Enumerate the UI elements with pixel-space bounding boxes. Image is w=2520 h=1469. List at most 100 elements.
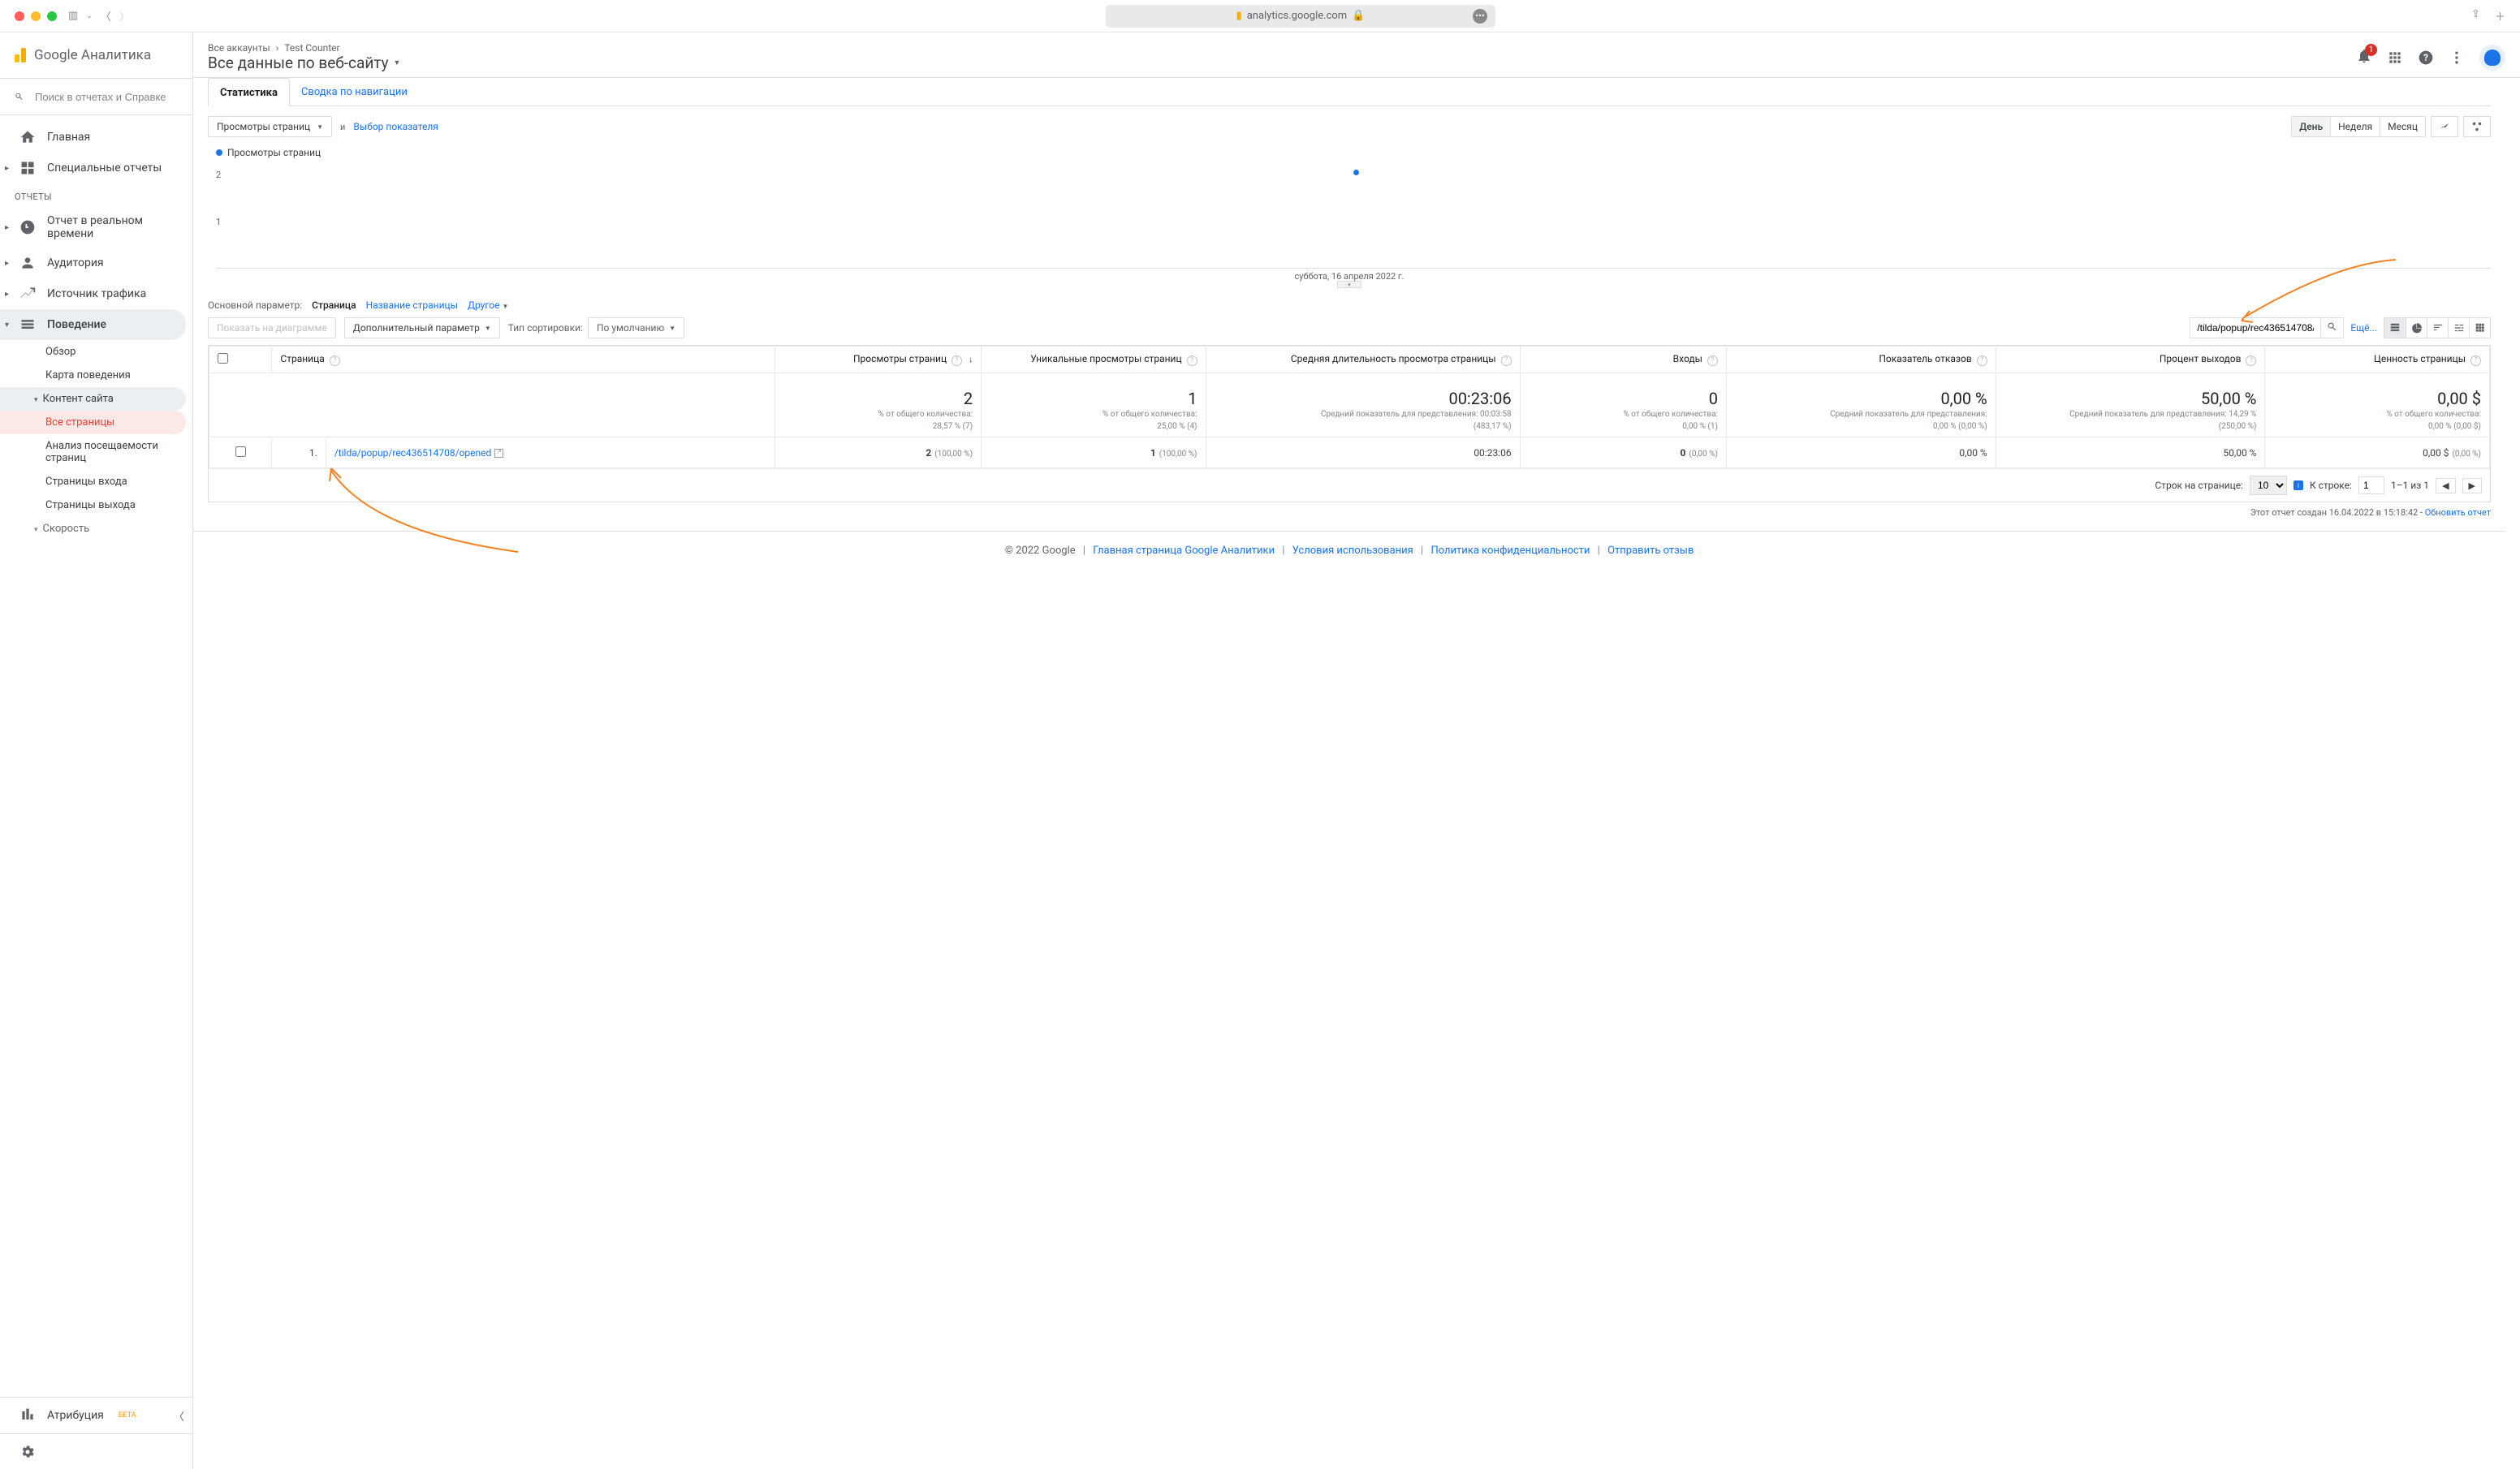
view-selector[interactable]: Все данные по веб-сайту ▼ bbox=[208, 54, 400, 72]
help-icon[interactable]: ? bbox=[1977, 355, 1987, 366]
th-unique-pageviews[interactable]: Уникальные просмотры страниц bbox=[1030, 353, 1181, 364]
browser-chrome: ▥ ⌄ 〈 〉 ▮ analytics.google.com 🔒 ••• ⇪ ＋ bbox=[0, 0, 2520, 32]
goto-row-input[interactable] bbox=[2358, 476, 2384, 494]
footer-home-link[interactable]: Главная страница Google Аналитики bbox=[1093, 545, 1275, 557]
caret-down-icon: ▼ bbox=[669, 325, 675, 332]
sidebar-item-audience[interactable]: ▸ Аудитория bbox=[0, 248, 192, 278]
period-week-button[interactable]: Неделя bbox=[2330, 117, 2380, 136]
sidebar-item-customization[interactable]: ▸ Специальные отчеты bbox=[0, 153, 192, 183]
dimension-page-title[interactable]: Название страницы bbox=[366, 299, 458, 311]
y-tick: 2 bbox=[216, 170, 221, 180]
sidebar-toggle-icon[interactable]: ▥ bbox=[68, 10, 78, 22]
new-tab-icon[interactable]: ＋ bbox=[2495, 8, 2505, 24]
sidebar-item-behavior[interactable]: ▾ Поведение bbox=[0, 309, 186, 340]
search-icon[interactable] bbox=[15, 88, 24, 105]
account-avatar[interactable] bbox=[2479, 45, 2505, 71]
help-icon[interactable]: ? bbox=[2418, 50, 2434, 66]
footer-feedback-link[interactable]: Отправить отзыв bbox=[1607, 545, 1694, 557]
next-page-button[interactable]: ▶ bbox=[2462, 478, 2482, 493]
product-brand[interactable]: Google Аналитика bbox=[0, 32, 192, 78]
chart-type-motion-icon[interactable] bbox=[2463, 116, 2491, 137]
url-bar[interactable]: ▮ analytics.google.com 🔒 ••• bbox=[1106, 5, 1495, 28]
back-icon[interactable]: 〈 bbox=[101, 8, 111, 24]
sidebar-item-site-content[interactable]: Контент сайта bbox=[0, 387, 186, 411]
reader-icon[interactable]: ••• bbox=[1473, 9, 1487, 24]
chevron-right-icon: ▸ bbox=[5, 223, 9, 232]
external-link-icon[interactable] bbox=[494, 449, 503, 458]
help-icon[interactable]: ? bbox=[2470, 355, 2481, 366]
page-link[interactable]: /tilda/popup/rec436514708/opened bbox=[334, 447, 492, 459]
sidebar-item-exit-pages[interactable]: Страницы выхода bbox=[0, 493, 192, 517]
primary-metric-dropdown[interactable]: Просмотры страниц ▼ bbox=[208, 116, 332, 137]
help-icon[interactable]: ? bbox=[1187, 355, 1197, 366]
rows-per-page-select[interactable]: 10 bbox=[2250, 476, 2287, 495]
nav-label: Главная bbox=[47, 131, 90, 144]
view-performance-icon[interactable] bbox=[2427, 318, 2448, 338]
sidebar-item-site-speed[interactable]: Скорость bbox=[0, 517, 192, 541]
period-day-button[interactable]: День bbox=[2292, 117, 2330, 136]
sidebar-item-content-drilldown[interactable]: Анализ посещаемости страниц bbox=[0, 434, 192, 470]
dimension-other[interactable]: Другое ▼ bbox=[468, 299, 508, 311]
share-icon[interactable]: ⇪ bbox=[2471, 8, 2480, 24]
chart-type-line-icon[interactable] bbox=[2431, 116, 2458, 137]
help-icon[interactable]: ? bbox=[1707, 355, 1718, 366]
sidebar-item-home[interactable]: Главная bbox=[0, 122, 192, 153]
th-page[interactable]: Страница bbox=[280, 353, 324, 364]
table-search-input[interactable] bbox=[2190, 318, 2320, 338]
refresh-report-link[interactable]: Обновить отчет bbox=[2425, 507, 2491, 518]
sidebar-item-overview[interactable]: Обзор bbox=[0, 340, 192, 364]
sidebar-item-behavior-flow[interactable]: Карта поведения bbox=[0, 364, 192, 387]
sidebar-item-admin[interactable] bbox=[0, 1433, 192, 1469]
window-maximize-icon[interactable] bbox=[47, 11, 57, 21]
footer-privacy-link[interactable]: Политика конфиденциальности bbox=[1430, 545, 1590, 557]
help-icon[interactable]: ? bbox=[951, 355, 962, 366]
notifications-icon[interactable]: 1 bbox=[2356, 48, 2372, 67]
sidebar-item-acquisition[interactable]: ▸ Источник трафика bbox=[0, 278, 192, 309]
chart-data-point[interactable] bbox=[1353, 170, 1359, 175]
secondary-dimension-dropdown[interactable]: Дополнительный параметр ▼ bbox=[344, 317, 500, 338]
chevron-right-icon: ▸ bbox=[5, 290, 9, 299]
table-search-button[interactable] bbox=[2320, 319, 2343, 337]
more-icon[interactable] bbox=[2449, 50, 2465, 66]
sidebar-search-input[interactable] bbox=[35, 91, 178, 103]
help-icon[interactable]: ? bbox=[1501, 355, 1512, 366]
collapse-icon[interactable]: 〈 bbox=[174, 1408, 184, 1424]
view-comparison-icon[interactable] bbox=[2448, 318, 2469, 338]
period-month-button[interactable]: Месяц bbox=[2380, 117, 2425, 136]
apps-icon[interactable] bbox=[2387, 50, 2403, 66]
select-metric-link[interactable]: Выбор показателя bbox=[353, 121, 438, 132]
chart-collapse-handle[interactable]: ▾ bbox=[1337, 281, 1361, 288]
dropdown-icon[interactable]: ⌄ bbox=[86, 12, 93, 20]
prev-page-button[interactable]: ◀ bbox=[2436, 478, 2455, 493]
sidebar-item-all-pages[interactable]: Все страницы bbox=[0, 411, 186, 434]
th-page-value[interactable]: Ценность страницы bbox=[2374, 353, 2466, 364]
sidebar-item-realtime[interactable]: ▸ Отчет в реальном времени bbox=[0, 207, 192, 248]
window-minimize-icon[interactable] bbox=[31, 11, 41, 21]
th-entrances[interactable]: Входы bbox=[1673, 353, 1702, 364]
view-pie-icon[interactable] bbox=[2406, 318, 2427, 338]
sidebar-item-attribution[interactable]: Атрибуция БЕТА 〈 bbox=[0, 1398, 192, 1433]
select-all-checkbox[interactable] bbox=[218, 353, 228, 364]
advanced-filter-link[interactable]: Ещё... bbox=[2350, 322, 2377, 334]
view-table-icon[interactable] bbox=[2384, 318, 2406, 338]
row-checkbox[interactable] bbox=[235, 446, 246, 457]
footer-terms-link[interactable]: Условия использования bbox=[1292, 545, 1413, 557]
th-exit-pct[interactable]: Процент выходов bbox=[2160, 353, 2242, 364]
window-close-icon[interactable] bbox=[15, 11, 24, 21]
sort-type-dropdown[interactable]: По умолчанию ▼ bbox=[588, 317, 684, 338]
caret-down-icon: ▼ bbox=[317, 123, 323, 131]
tab-explorer[interactable]: Статистика bbox=[208, 78, 290, 106]
view-pivot-icon[interactable] bbox=[2469, 318, 2490, 338]
th-pageviews[interactable]: Просмотры страниц bbox=[853, 353, 947, 364]
rows-per-page-label: Строк на странице: bbox=[2155, 480, 2243, 491]
dimension-page[interactable]: Страница bbox=[312, 299, 356, 311]
th-avg-time[interactable]: Средняя длительность просмотра страницы bbox=[1291, 353, 1496, 364]
tab-navigation-summary[interactable]: Сводка по навигации bbox=[290, 78, 419, 106]
breadcrumb[interactable]: Все аккаунты › Test Counter bbox=[208, 42, 400, 54]
help-icon[interactable]: ? bbox=[2246, 355, 2256, 366]
forward-icon: 〉 bbox=[119, 8, 130, 24]
th-bounce-rate[interactable]: Показатель отказов bbox=[1879, 353, 1971, 364]
table-row[interactable]: 1. /tilda/popup/rec436514708/opened 2(10… bbox=[209, 437, 2490, 468]
help-icon[interactable]: ? bbox=[330, 355, 340, 366]
sidebar-item-landing-pages[interactable]: Страницы входа bbox=[0, 470, 192, 493]
